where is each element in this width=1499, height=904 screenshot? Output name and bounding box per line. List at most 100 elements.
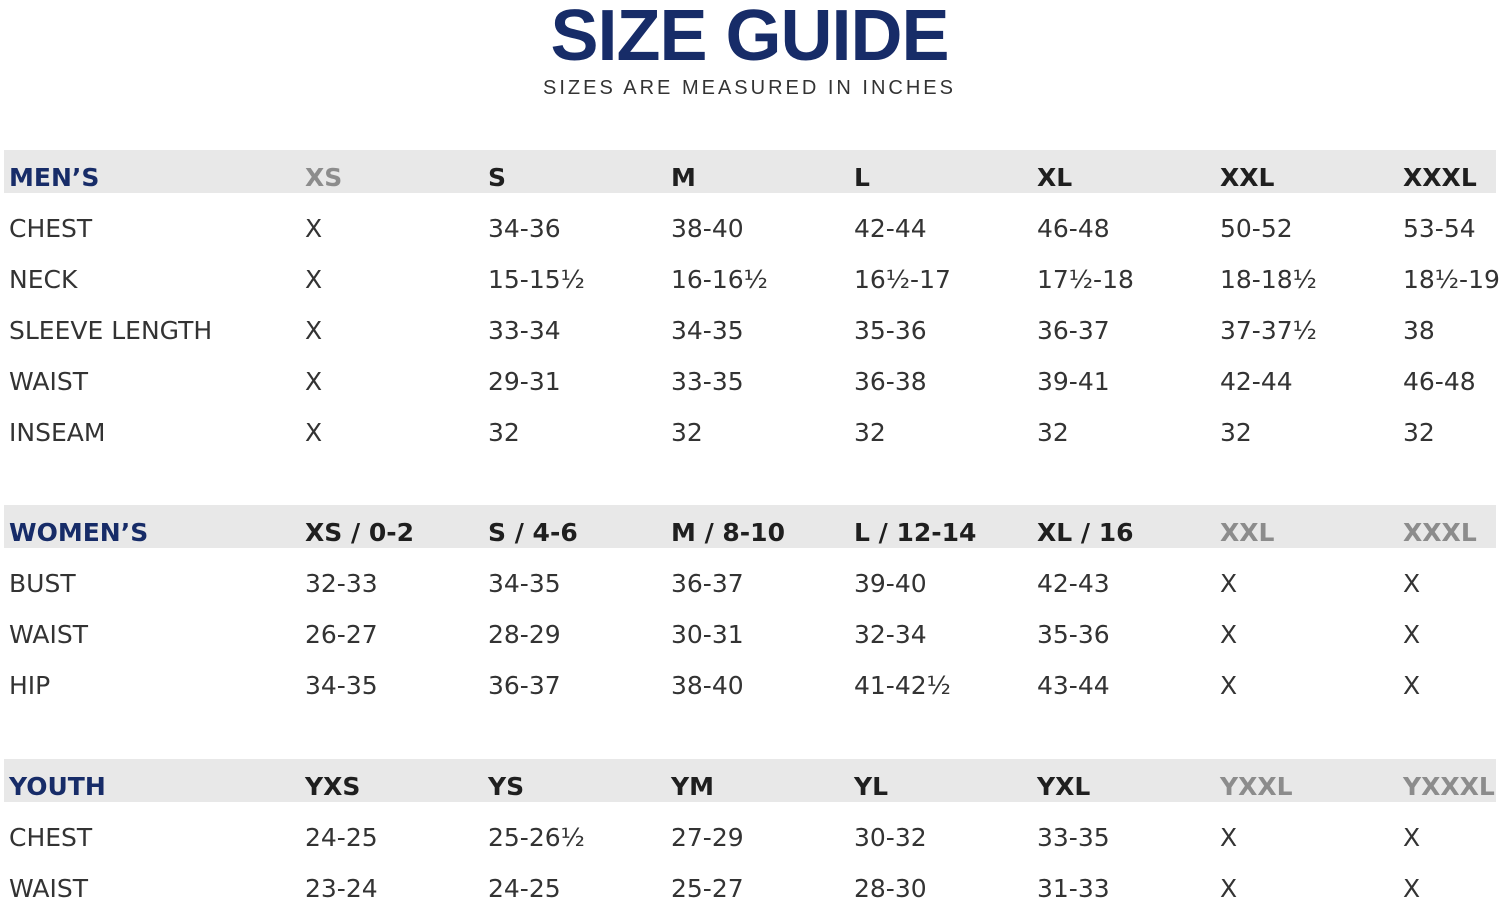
measurement: 32-33 [305,569,378,598]
measurement: 17½-18 [1037,265,1134,294]
row-label: SLEEVE LENGTH [9,316,213,345]
measurement: 32 [1037,418,1069,447]
measurement: 18-18½ [1220,265,1317,294]
measurement: 24-25 [488,874,561,903]
size-header: XS / 0-2 [305,518,414,547]
size-header: YXXL [1220,772,1293,801]
measurement: 16½-17 [854,265,951,294]
size-header: XXL [1220,518,1275,547]
section-label: MEN’S [9,163,100,192]
measurement: 32-34 [854,620,927,649]
row-label: NECK [9,265,78,294]
row-label: WAIST [9,874,88,903]
size-header: XXXL [1403,163,1477,192]
measurement: 32 [854,418,886,447]
measurement: 27-29 [671,823,744,852]
size-header: XL / 16 [1037,518,1134,547]
measurement: 36-37 [1037,316,1110,345]
size-header: YXS [305,772,361,801]
measurement: 33-34 [488,316,561,345]
measurement: 32 [1220,418,1252,447]
measurement: 33-35 [671,367,744,396]
measurement: 36-38 [854,367,927,396]
size-header: L / 12-14 [854,518,977,547]
title: SIZE GUIDE [550,0,949,76]
measurement: 34-35 [671,316,744,345]
measurement: 28-30 [854,874,927,903]
size-header: YXXXL [1403,772,1495,801]
header-band [4,505,1496,548]
row-label: CHEST [9,823,93,852]
size-header: M / 8-10 [671,518,785,547]
measurement: 37-37½ [1220,316,1317,345]
measurement: 34-36 [488,214,561,243]
measurement: 50-52 [1220,214,1293,243]
measurement: X [305,214,323,243]
measurement: 39-41 [1037,367,1110,396]
measurement: X [1403,874,1421,903]
measurement: X [1403,569,1421,598]
measurement: 38-40 [671,671,744,700]
measurement: 43-44 [1037,671,1110,700]
size-header: XL [1037,163,1073,192]
header-band [4,150,1496,193]
measurement: X [1220,569,1238,598]
measurement: X [1403,823,1421,852]
measurement: 26-27 [305,620,378,649]
measurement: 46-48 [1403,367,1476,396]
measurement: 32 [488,418,520,447]
measurement: 36-37 [671,569,744,598]
measurement: 32 [1403,418,1435,447]
measurement: 23-24 [305,874,378,903]
measurement: 31-33 [1037,874,1110,903]
measurement: 18½-19 [1403,265,1499,294]
size-header: M [671,163,696,192]
size-header: XXXL [1403,518,1477,547]
size-header: YS [488,772,525,801]
size-header: YL [854,772,889,801]
measurement: X [305,316,323,345]
measurement: 32 [671,418,703,447]
measurement: X [1403,620,1421,649]
measurement: 30-32 [854,823,927,852]
size-header: S / 4-6 [488,518,578,547]
measurement: X [305,367,323,396]
row-label: WAIST [9,620,88,649]
size-header: YM [671,772,714,801]
measurement: X [1403,671,1421,700]
row-label: BUST [9,569,76,598]
measurement: 35-36 [854,316,927,345]
measurement: 42-44 [1220,367,1293,396]
row-label: CHEST [9,214,93,243]
measurement: 16-16½ [671,265,768,294]
subtitle: SIZES ARE MEASURED IN INCHES [543,77,956,99]
measurement: 38-40 [671,214,744,243]
measurement: 46-48 [1037,214,1110,243]
size-header: XXL [1220,163,1275,192]
measurement: 34-35 [305,671,378,700]
measurement: 53-54 [1403,214,1476,243]
section-label: YOUTH [9,772,106,801]
size-header: YXL [1037,772,1091,801]
row-label: HIP [9,671,51,700]
measurement: 30-31 [671,620,744,649]
measurement: X [1220,874,1238,903]
measurement: 15-15½ [488,265,585,294]
measurement: X [305,265,323,294]
measurement: 41-42½ [854,671,951,700]
measurement: X [305,418,323,447]
measurement: 35-36 [1037,620,1110,649]
size-header: XS [305,163,343,192]
section-label: WOMEN’S [9,518,149,547]
measurement: 42-44 [854,214,927,243]
measurement: 25-27 [671,874,744,903]
row-label: INSEAM [9,418,106,447]
measurement: 36-37 [488,671,561,700]
header-band [4,759,1496,802]
row-label: WAIST [9,367,88,396]
measurement: 33-35 [1037,823,1110,852]
measurement: X [1220,620,1238,649]
measurement: 25-26½ [488,823,585,852]
measurement: 39-40 [854,569,927,598]
